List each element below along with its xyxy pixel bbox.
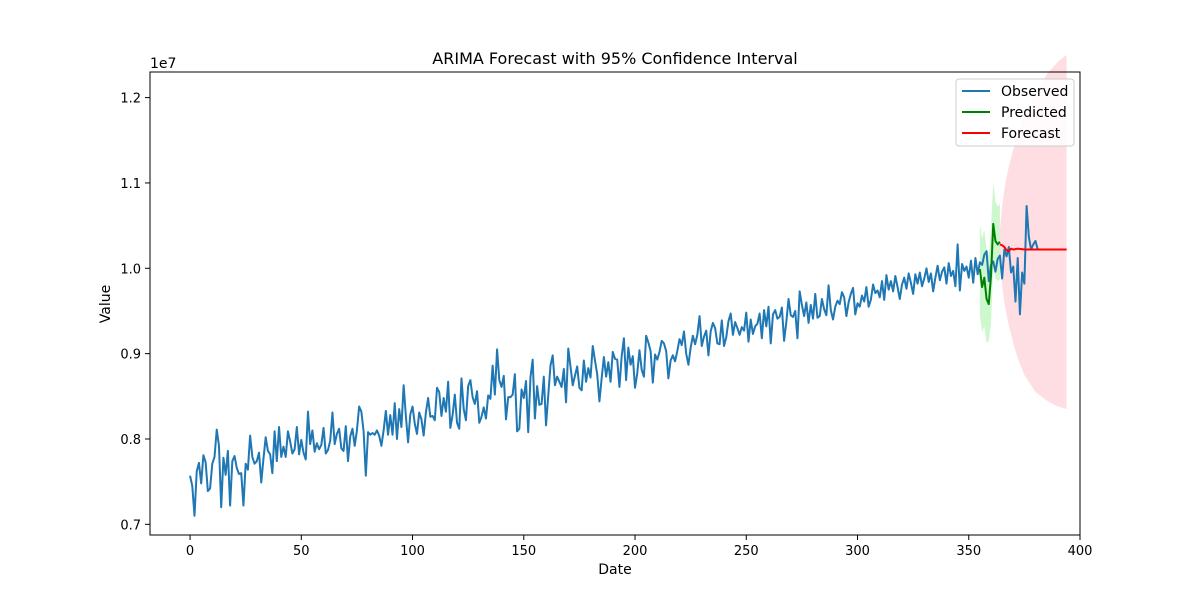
y-tick-label: 1.1 — [120, 177, 141, 192]
y-axis-label: Value — [98, 285, 114, 323]
y-axis-offset-label: 1e7 — [150, 56, 176, 72]
forecast-series-line — [999, 243, 1067, 253]
y-tick-label: 0.7 — [120, 518, 141, 533]
axes: ARIMA Forecast with 95% Confidence Inter… — [98, 49, 1092, 578]
observed-series-line — [189, 204, 1039, 517]
x-tick-label: 400 — [1068, 544, 1093, 559]
x-tick-label: 200 — [623, 544, 648, 559]
legend-box — [955, 78, 1075, 147]
legend-label-forecast: Forecast — [1001, 126, 1061, 142]
x-tick-label: 300 — [845, 544, 870, 559]
x-tick-label: 250 — [734, 544, 759, 559]
x-tick-label: 100 — [400, 544, 425, 559]
chart-title: ARIMA Forecast with 95% Confidence Inter… — [432, 49, 797, 68]
plot-frame — [149, 71, 1081, 536]
y-tick-label: 1.2 — [120, 92, 141, 107]
legend-label-predicted: Predicted — [1001, 105, 1067, 121]
x-axis-label: Date — [598, 562, 631, 578]
y-tick-label: 0.9 — [120, 348, 141, 363]
legend: Observed Predicted Forecast — [955, 78, 1075, 147]
x-tick-label: 0 — [186, 544, 194, 559]
y-tick-label: 1.0 — [120, 262, 141, 277]
x-tick-label: 50 — [293, 544, 310, 559]
x-tick-label: 150 — [511, 544, 536, 559]
predicted-confidence-band — [979, 182, 1000, 344]
x-tick-label: 350 — [956, 544, 981, 559]
y-tick-label: 0.8 — [120, 433, 141, 448]
legend-label-observed: Observed — [1001, 84, 1068, 100]
predicted-series-line — [978, 222, 1001, 306]
